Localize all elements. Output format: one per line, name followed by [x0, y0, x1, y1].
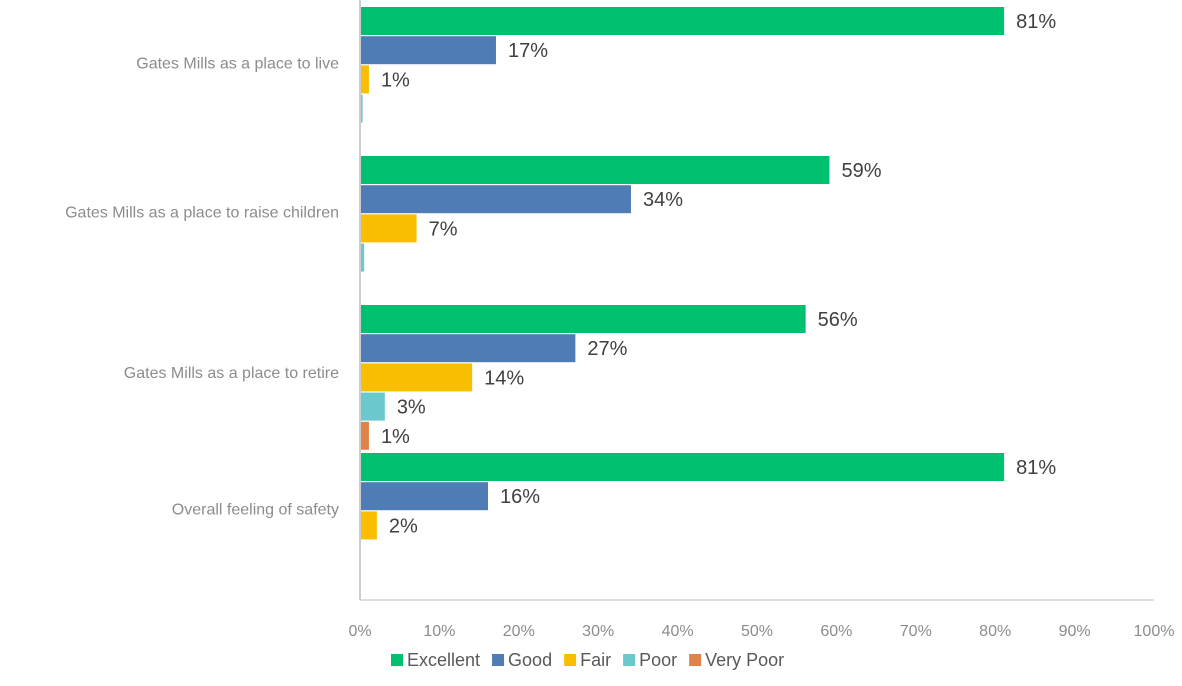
- data-label-excellent-2: 59%: [841, 160, 881, 182]
- data-label-fair-4: 2%: [389, 515, 418, 537]
- bar-excellent-3: [361, 305, 806, 333]
- x-tick-label-7: 70%: [900, 623, 932, 640]
- x-tick-label-0: 0%: [348, 623, 371, 640]
- x-tick-label-3: 30%: [582, 623, 614, 640]
- data-label-poor-3: 3%: [397, 397, 426, 419]
- legend-label-poor: Poor: [639, 650, 677, 670]
- legend-label-very-poor: Very Poor: [705, 650, 784, 670]
- x-tick-label-6: 60%: [820, 623, 852, 640]
- data-label-good-4: 16%: [500, 486, 540, 508]
- data-label-excellent-3: 56%: [818, 309, 858, 331]
- axis-layer: 0% 10% 20% 30% 40% 50% 60% 70% 80% 90% 100%: [348, 0, 1174, 640]
- x-tick-label-1: 10%: [423, 623, 455, 640]
- legend-label-fair: Fair: [580, 650, 611, 670]
- x-tick-label-9: 90%: [1059, 623, 1091, 640]
- data-label-excellent-1: 81%: [1016, 11, 1056, 33]
- x-tick-label-2: 20%: [503, 623, 535, 640]
- bar-poor-3: [361, 392, 385, 421]
- data-label-good-1: 17%: [508, 40, 548, 62]
- bar-poor-1: [361, 94, 363, 123]
- legend-label-excellent: Excellent: [407, 650, 480, 670]
- category-label-3: Gates Mills as a place to retire: [124, 365, 339, 382]
- bars-layer: [361, 7, 1005, 540]
- data-label-excellent-4: 81%: [1016, 457, 1056, 479]
- category-label-4: Overall feeling of safety: [172, 501, 339, 518]
- bar-fair-1: [361, 65, 369, 94]
- bar-very-poor-3: [361, 421, 369, 450]
- bar-fair-2: [361, 214, 417, 243]
- legend-swatch-poor: [623, 654, 636, 666]
- legend-swatch-very-poor: [689, 654, 702, 666]
- legend-swatch-fair: [564, 654, 577, 666]
- bar-excellent-1: [361, 7, 1005, 35]
- x-tick-label-10: 100%: [1134, 623, 1175, 640]
- bar-excellent-4: [361, 453, 1005, 481]
- x-tick-label-5: 50%: [741, 623, 773, 640]
- data-label-fair-2: 7%: [429, 218, 458, 240]
- bar-fair-3: [361, 363, 473, 392]
- bar-good-2: [361, 185, 631, 214]
- bar-fair-4: [361, 511, 377, 540]
- category-label-2: Gates Mills as a place to raise children: [65, 204, 339, 221]
- data-label-good-3: 27%: [587, 338, 627, 360]
- legend-label-good: Good: [508, 650, 552, 670]
- legend-swatch-good: [492, 654, 505, 666]
- x-tick-label-4: 40%: [662, 623, 694, 640]
- x-tick-label-8: 80%: [979, 623, 1011, 640]
- data-label-good-2: 34%: [643, 189, 683, 211]
- bar-excellent-2: [361, 156, 830, 184]
- bar-poor-2: [361, 243, 365, 272]
- data-label-fair-1: 1%: [381, 69, 410, 91]
- legend-swatch-excellent: [391, 654, 403, 666]
- bar-good-1: [361, 36, 496, 65]
- bar-good-4: [361, 482, 489, 511]
- bar-good-3: [361, 334, 576, 363]
- labels-layer: Gates Mills as a place to live Gates Mill…: [65, 11, 1056, 537]
- category-label-1: Gates Mills as a place to live: [136, 55, 339, 72]
- legend: Excellent Good Fair Poor Very Poor: [391, 650, 784, 670]
- data-label-very-poor-3: 1%: [381, 426, 410, 448]
- data-label-fair-3: 14%: [484, 367, 524, 389]
